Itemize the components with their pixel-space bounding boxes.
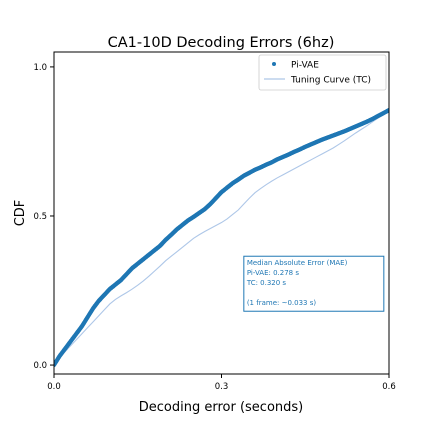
y-axis-label: CDF [13, 200, 28, 227]
series-line-tuning-curve-tc [54, 110, 389, 366]
x-tick-label: 0.6 [382, 382, 396, 392]
legend-box [258, 54, 387, 91]
x-tick-label: 0.0 [47, 382, 61, 392]
chart-title: CA1-10D Decoding Errors (6hz) [108, 35, 335, 51]
legend-label-tuning-curve: Tuning Curve (TC) [290, 76, 371, 86]
annotation-box [243, 255, 385, 312]
y-axis-ticks: 0.0 0.5 1.0 [33, 63, 54, 371]
x-axis-label: Decoding error (seconds) [139, 400, 303, 415]
annotation-line: Median Absolute Error (MAE) [247, 259, 348, 267]
y-tick-label: 1.0 [33, 63, 47, 73]
annotation-line: Pi-VAE: 0.278 s [247, 269, 300, 277]
legend: Pi-VAE Tuning Curve (TC) [258, 54, 387, 91]
y-tick-label: 0.5 [33, 212, 47, 222]
annotation-line: (1 frame: ~0.033 s) [247, 299, 317, 307]
legend-label-pi-vae: Pi-VAE [291, 61, 319, 71]
series-point [386, 108, 389, 113]
mae-annotation: Median Absolute Error (MAE) Pi-VAE: 0.278… [243, 255, 385, 312]
x-axis-ticks: 0.0 0.3 0.6 [47, 374, 396, 392]
annotation-line: TC: 0.320 s [246, 279, 287, 287]
y-tick-label: 0.0 [33, 361, 47, 371]
x-tick-label: 0.3 [215, 382, 229, 392]
legend-marker-pi-vae [272, 62, 276, 66]
series-layer [54, 108, 389, 368]
series-points-pi-vae [54, 108, 389, 368]
